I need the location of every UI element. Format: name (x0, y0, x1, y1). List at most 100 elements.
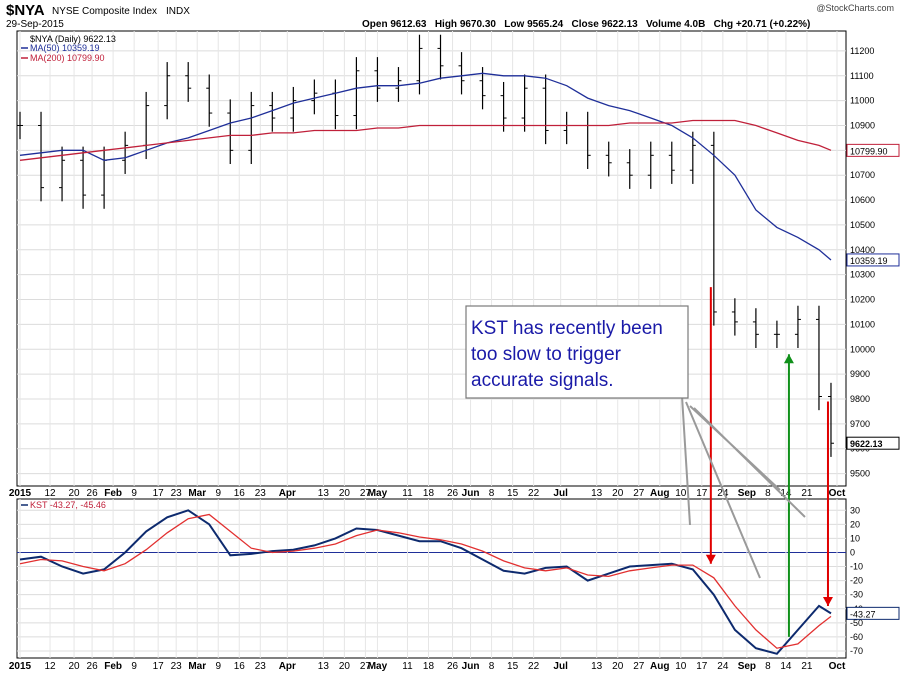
date-tick-label: 21 (801, 488, 813, 499)
date-tick-label: Apr (279, 661, 296, 672)
date-tick-label: 12 (44, 488, 56, 499)
date-tick-label: 2015 (9, 488, 32, 499)
date-tick-label: 15 (507, 488, 519, 499)
date-tick-label: 17 (153, 488, 165, 499)
value-tag: -43.27 (850, 609, 876, 619)
date-tick-label: 9 (215, 488, 221, 499)
date-tick-label: 20 (339, 488, 351, 499)
kst-tick-label: -30 (850, 590, 863, 600)
date-tick-label: 17 (696, 661, 708, 672)
date-tick-label: 9 (215, 661, 221, 672)
date-tick-label: 10 (675, 488, 687, 499)
price-tick-label: 10300 (850, 270, 875, 280)
index-name: NYSE Composite Index (52, 6, 157, 17)
value-tag-box (846, 253, 900, 267)
date-tick-label: Feb (104, 488, 122, 499)
kst-tick-label: 20 (850, 519, 860, 529)
date-tick-label: Feb (104, 661, 122, 672)
price-tick-label: 9800 (850, 394, 870, 404)
chart-date: 29-Sep-2015 (6, 19, 64, 30)
date-tick-label: 9 (131, 661, 137, 672)
date-tick-label: Oct (829, 488, 846, 499)
date-tick-label: May (368, 661, 388, 672)
date-tick-label: 20 (69, 661, 81, 672)
price-lines (19, 72, 832, 261)
date-tick-label: 22 (528, 661, 540, 672)
value-tag: 10359.19 (850, 256, 888, 266)
value-tag-box (846, 606, 900, 620)
legend-ma200: MA(200) 10799.90 (30, 53, 105, 63)
date-tick-label: 9 (131, 488, 137, 499)
date-tick-label: 20 (612, 488, 624, 499)
price-legend: $NYA (Daily) 9622.13 MA(50) 10359.19 MA(… (21, 34, 116, 63)
date-tick-label: 18 (423, 488, 435, 499)
date-tick-label: Mar (188, 661, 206, 672)
price-tick-label: 10200 (850, 295, 875, 305)
price-tick-label: 10700 (850, 170, 875, 180)
date-tick-label: 20 (612, 661, 624, 672)
price-tick-label: 10100 (850, 319, 875, 329)
date-tick-label: 26 (87, 488, 99, 499)
price-panel-frame (16, 30, 847, 487)
date-tick-label: 8 (489, 488, 495, 499)
legend-kst: KST -43.27, -45.46 (30, 500, 106, 510)
date-tick-label: 26 (87, 661, 99, 672)
price-tick-label: 11000 (850, 96, 874, 106)
date-tick-label: 11 (402, 661, 413, 672)
date-tick-label: 13 (591, 661, 603, 672)
value-tag-box (846, 436, 900, 450)
kst-tick-label: -50 (850, 618, 863, 628)
date-tick-label: 18 (423, 661, 435, 672)
kst-tick-label: -60 (850, 632, 863, 642)
value-tags: 10799.90 10359.19 9622.13 -43.27 (846, 143, 900, 620)
date-tick-label: 16 (234, 661, 246, 672)
legend-nya: $NYA (Daily) 9622.13 (30, 34, 116, 44)
date-tick-label: Oct (829, 661, 846, 672)
legend-ma50: MA(50) 10359.19 (30, 43, 100, 53)
price-tick-label: 9700 (850, 419, 870, 429)
date-tick-label: 24 (717, 661, 729, 672)
price-tick-label: 9900 (850, 369, 870, 379)
date-tick-label: 12 (44, 661, 56, 672)
kst-tick-label: -10 (850, 562, 863, 572)
date-tick-label: 14 (780, 488, 792, 499)
date-tick-label: 23 (255, 488, 267, 499)
date-tick-label: 27 (360, 661, 372, 672)
date-tick-label: 26 (447, 661, 459, 672)
callout-line-1: KST has recently been (471, 318, 663, 339)
date-tick-label: 13 (318, 661, 330, 672)
kst-tick-label: 30 (850, 505, 860, 515)
price-tick-label: 10500 (850, 220, 875, 230)
date-tick-label: 10 (675, 661, 687, 672)
ma50-line (19, 72, 832, 261)
date-tick-label: Jun (462, 661, 480, 672)
date-tick-label: 20 (69, 488, 81, 499)
stockcharts-watermark: @StockCharts.com (816, 3, 894, 13)
value-tag: 9622.13 (850, 439, 883, 449)
date-tick-label: 11 (402, 488, 413, 499)
date-tick-label: 16 (234, 488, 246, 499)
callout-line-3: accurate signals. (471, 370, 614, 391)
kst-line (19, 509, 832, 655)
date-tick-label: 27 (360, 488, 372, 499)
date-tick-label: Sep (738, 661, 756, 672)
date-tick-label: Jul (553, 661, 568, 672)
date-tick-label: 26 (447, 488, 459, 499)
date-tick-label: Sep (738, 488, 756, 499)
date-tick-label: 23 (171, 488, 183, 499)
value-tag-box (846, 143, 900, 157)
date-tick-label: 17 (153, 661, 165, 672)
callout-pointer-lines (681, 395, 806, 579)
date-tick-label: 15 (507, 661, 519, 672)
kst-tick-label: 0 (850, 547, 855, 557)
ma200-line (19, 119, 832, 161)
date-tick-label: 13 (318, 488, 330, 499)
exchange-label: INDX (166, 6, 190, 17)
value-tag: 10799.90 (850, 146, 888, 156)
date-tick-label: 27 (633, 661, 645, 672)
buy-signal-arrow (783, 354, 794, 364)
date-tick-label: 8 (765, 661, 771, 672)
price-tick-label: 11200 (850, 46, 874, 56)
price-tick-label: 10000 (850, 344, 875, 354)
